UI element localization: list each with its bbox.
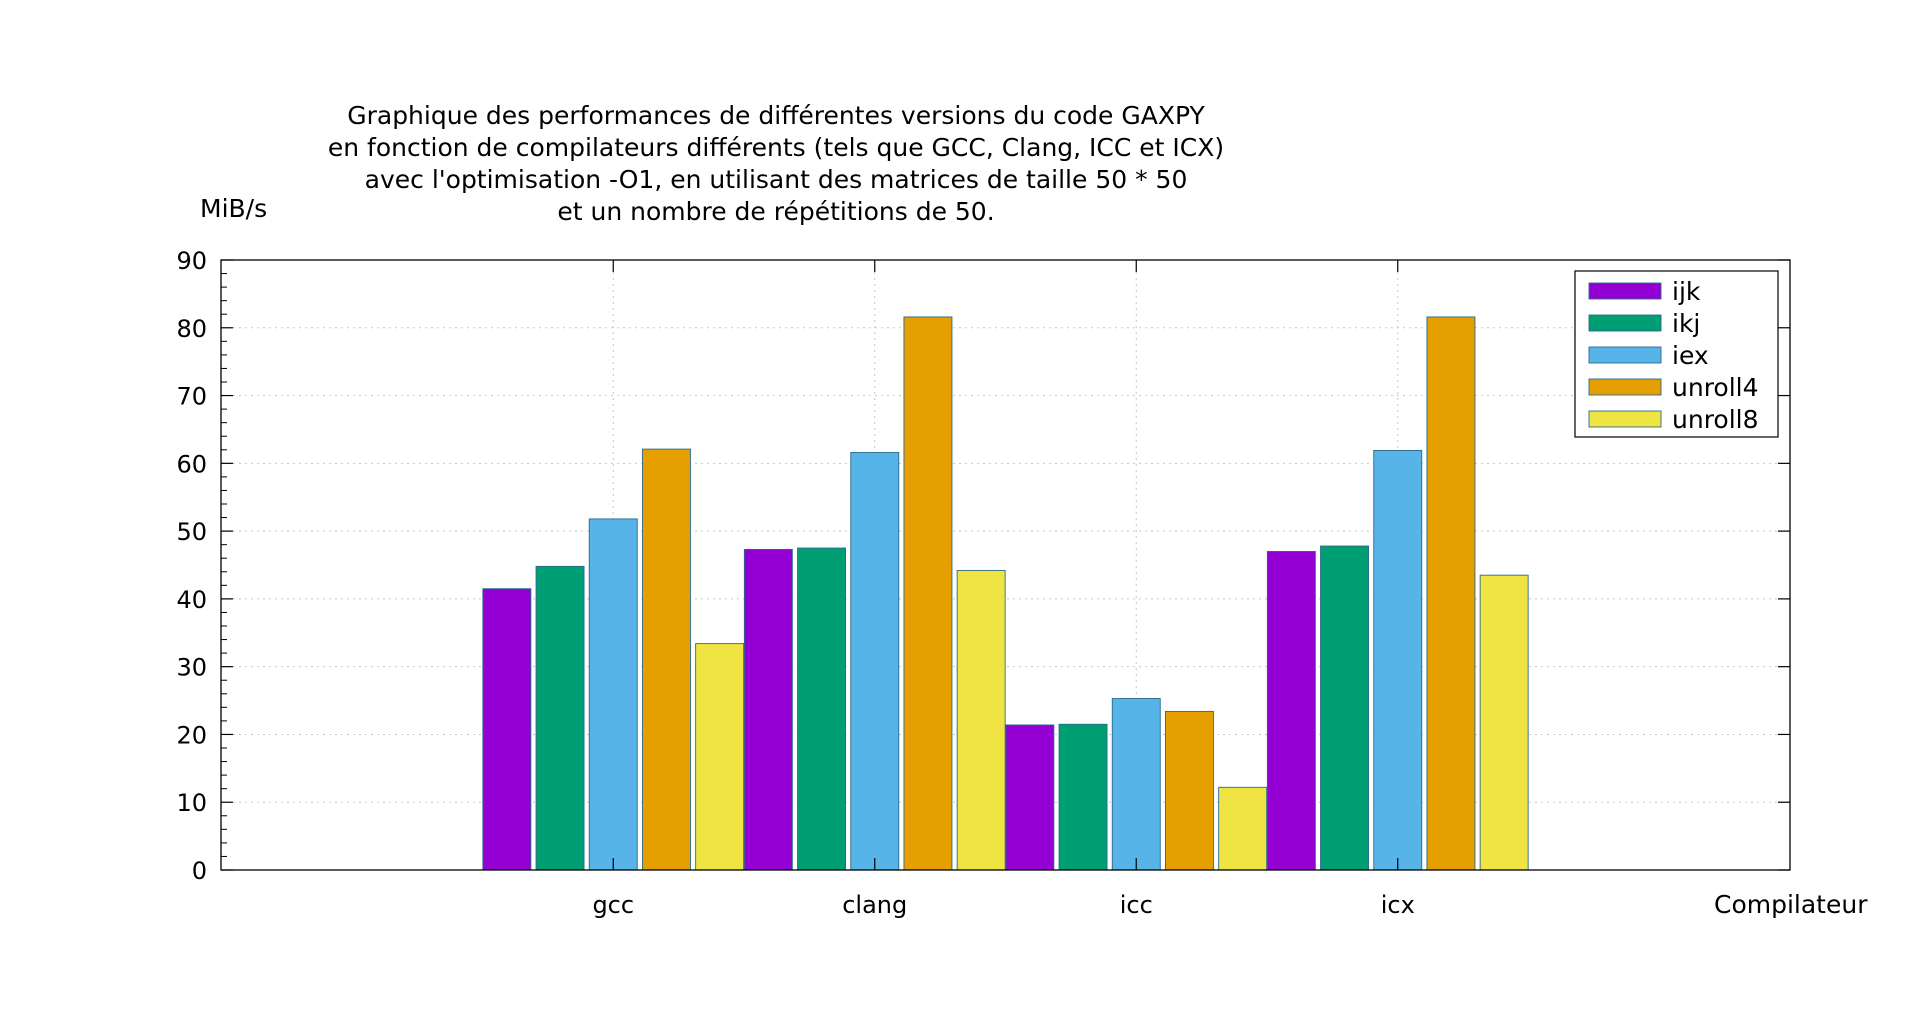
bar-gcc-iex (588, 518, 638, 871)
bar-clang-unroll4 (903, 316, 953, 871)
y-tick-label: 10 (176, 789, 207, 817)
x-tick-label-icx: icx (1381, 891, 1415, 919)
title-line-4: et un nombre de répétitions de 50. (557, 197, 994, 226)
legend-swatch-ikj (1588, 314, 1662, 332)
legend-swatch-ijk (1588, 282, 1662, 300)
y-tick-label: 60 (176, 450, 207, 478)
y-tick-label: 80 (176, 315, 207, 343)
bar-gcc-ijk (482, 588, 532, 871)
bar-clang-ijk (743, 548, 793, 871)
bar-series (482, 316, 1529, 871)
bar-gcc-unroll4 (642, 448, 691, 871)
y-tick-label: 20 (176, 721, 207, 749)
chart-title: Graphique des performances de différente… (328, 101, 1224, 226)
x-axis-label: Compilateur (1714, 890, 1868, 919)
bar-icx-iex (1373, 450, 1423, 871)
bar-icc-ijk (1005, 724, 1055, 871)
bar-clang-unroll8 (956, 569, 1006, 871)
title-line-3: avec l'optimisation -O1, en utilisant de… (365, 165, 1188, 194)
y-axis-ticks: 0 10 20 30 40 50 60 70 80 90 (176, 247, 1790, 885)
title-line-1: Graphique des performances de différente… (347, 101, 1205, 130)
bar-icc-ikj (1058, 723, 1108, 871)
x-tick-label-gcc: gcc (592, 891, 634, 919)
y-tick-label: 90 (176, 247, 207, 275)
bar-icc-unroll4 (1164, 710, 1214, 871)
legend-label-unroll4: unroll4 (1672, 373, 1759, 402)
y-tick-label: 70 (176, 383, 207, 411)
bar-gcc-ikj (535, 565, 585, 871)
x-tick-label-clang: clang (842, 891, 907, 919)
x-axis-ticks: gcc clang icc icx (592, 260, 1415, 919)
bar-icx-ikj (1320, 545, 1370, 871)
y-tick-label: 40 (176, 586, 207, 614)
legend-swatch-unroll4 (1588, 378, 1662, 396)
bar-icc-unroll8 (1218, 786, 1268, 871)
y-tick-label: 0 (192, 857, 207, 885)
x-tick-label-icc: icc (1120, 891, 1153, 919)
y-tick-label: 50 (176, 518, 207, 546)
bar-icc-iex (1111, 698, 1161, 871)
bar-gcc-unroll8 (695, 643, 745, 871)
legend-label-iex: iex (1672, 341, 1709, 370)
bar-icx-unroll4 (1426, 316, 1476, 871)
plot-area-border (220, 259, 1791, 871)
legend: ijk ikj iex unroll4 unroll8 (1574, 270, 1779, 438)
legend-label-ijk: ijk (1672, 277, 1701, 306)
title-line-2: en fonction de compilateurs différents (… (328, 133, 1224, 162)
legend-label-unroll8: unroll8 (1672, 405, 1759, 434)
bar-clang-iex (850, 452, 900, 871)
legend-swatch-unroll8 (1588, 410, 1662, 428)
legend-label-ikj: ikj (1672, 309, 1700, 338)
bar-clang-ikj (797, 547, 846, 871)
bar-icx-unroll8 (1479, 574, 1529, 871)
legend-swatch-iex (1588, 346, 1662, 364)
y-tick-label: 30 (176, 654, 207, 682)
y-axis-label: MiB/s (200, 194, 267, 223)
bar-icx-ijk (1266, 550, 1316, 871)
